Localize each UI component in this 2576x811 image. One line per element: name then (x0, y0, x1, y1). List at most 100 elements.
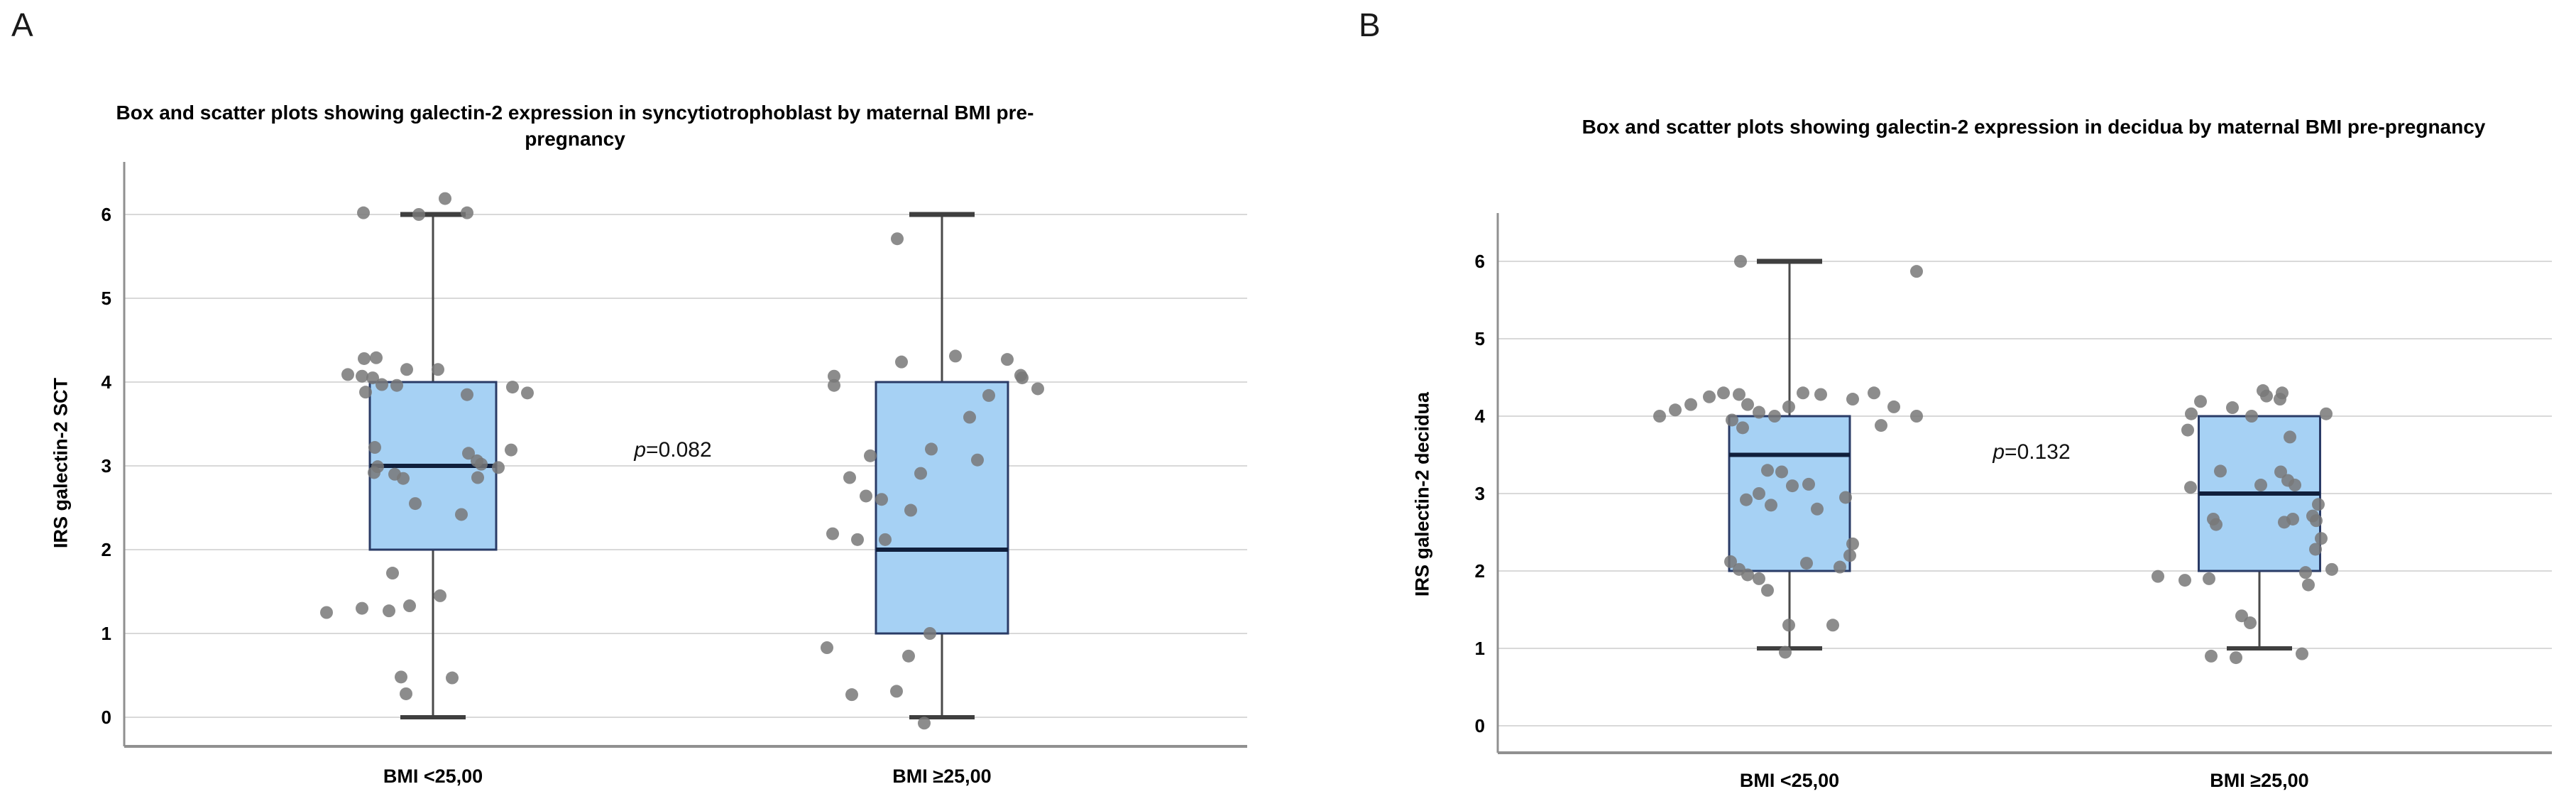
scatter-point (826, 527, 839, 540)
scatter-point (2226, 401, 2239, 415)
y-tick-label: 5 (1475, 328, 1485, 349)
y-tick-label: 2 (102, 539, 111, 560)
scatter-point (1802, 477, 1815, 491)
scatter-point (521, 386, 534, 400)
scatter-point (860, 489, 872, 503)
scatter-point (1839, 491, 1852, 504)
scatter-point (2205, 649, 2218, 663)
y-tick-label: 6 (1475, 251, 1485, 272)
scatter-point (1703, 390, 1716, 403)
scatter-point (400, 363, 413, 376)
scatter-point (2245, 410, 2258, 423)
scatter-point (890, 685, 903, 698)
x-category-label: BMI ≥25,00 (2210, 770, 2308, 791)
scatter-point (2235, 609, 2248, 623)
scatter-point (1761, 464, 1774, 477)
scatter-point (821, 641, 833, 655)
scatter-point (2312, 498, 2325, 511)
y-tick-label: 0 (1475, 715, 1485, 736)
y-tick-label: 1 (102, 623, 111, 644)
scatter-point (2320, 407, 2333, 420)
scatter-point (400, 687, 412, 700)
scatter-point (341, 368, 354, 381)
scatter-point (864, 449, 877, 462)
scatter-point (390, 379, 403, 392)
scatter-point (1868, 386, 1880, 400)
panel-b-letter: B (1359, 6, 1381, 43)
scatter-point (2274, 465, 2287, 479)
panel-b-title: Box and scatter plots showing galectin-2… (1523, 114, 2545, 140)
scatter-point (383, 604, 395, 618)
scatter-point (1717, 386, 1730, 400)
scatter-point (357, 206, 370, 219)
panel-a-title: Box and scatter plots showing galectin-2… (67, 99, 1083, 152)
scatter-point (2152, 570, 2164, 583)
scatter-point (1741, 398, 1754, 411)
panel-a-title-line1: Box and scatter plots showing galectin-2… (116, 102, 1034, 124)
scatter-point (397, 472, 410, 485)
scatter-point (1753, 405, 1765, 419)
scatter-point (879, 533, 892, 546)
scatter-point (1761, 584, 1774, 597)
scatter-point (1753, 572, 1765, 585)
scatter-point (2214, 464, 2227, 478)
scatter-point (403, 599, 416, 613)
scatter-point (1669, 403, 1682, 417)
scatter-point (2184, 481, 2197, 494)
scatter-point (2309, 543, 2322, 556)
scatter-point (409, 497, 422, 511)
scatter-point (1724, 555, 1737, 568)
scatter-point (1797, 386, 1809, 400)
scatter-point (1782, 619, 1795, 632)
scatter-point (1843, 549, 1856, 562)
scatter-point (2325, 562, 2338, 576)
scatter-point (376, 378, 388, 391)
scatter-point (1779, 646, 1792, 659)
scatter-point (949, 349, 962, 363)
scatter-point (2185, 407, 2198, 420)
scatter-point (902, 649, 915, 663)
scatter-point (1736, 421, 1749, 435)
scatter-point (446, 671, 459, 685)
scatter-point (2299, 566, 2312, 579)
scatter-point (1775, 465, 1788, 479)
scatter-point (2289, 479, 2301, 492)
y-tick-label: 4 (102, 371, 112, 393)
scatter-point (475, 457, 488, 471)
scatter-point (1786, 479, 1799, 493)
scatter-point (1001, 353, 1014, 366)
scatter-point (851, 533, 864, 546)
scatter-point (895, 355, 908, 369)
scatter-point (1811, 502, 1824, 516)
scatter-point (1887, 400, 1900, 413)
box (1728, 415, 1851, 572)
scatter-point (971, 453, 984, 467)
scatter-point (320, 606, 333, 619)
scatter-point (1800, 557, 1813, 570)
scatter-point (366, 371, 379, 385)
scatter-point (368, 441, 381, 455)
x-category-label: BMI <25,00 (1740, 770, 1839, 791)
y-tick-label: 3 (1475, 483, 1485, 504)
scatter-point (2257, 384, 2269, 398)
y-tick-label: 1 (1475, 638, 1485, 659)
scatter-point (461, 388, 473, 401)
scatter-point (914, 467, 927, 480)
x-category-label: BMI ≥25,00 (892, 766, 991, 787)
scatter-point (1653, 410, 1666, 423)
scatter-point (918, 717, 931, 730)
scatter-point (370, 351, 383, 364)
scatter-point (2181, 423, 2194, 437)
p-value-annotation: p=0.082 (633, 438, 711, 462)
box (875, 381, 1009, 635)
scatter-point (2194, 395, 2207, 408)
panel-b-title-line1: Box and scatter plots showing galectin-2… (1582, 116, 2486, 138)
scatter-point (1826, 619, 1839, 632)
scatter-point (1733, 388, 1745, 401)
scatter-point (462, 447, 475, 460)
scatter-point (1765, 499, 1777, 512)
scatter-point (2315, 532, 2328, 545)
y-tick-label: 4 (1475, 405, 1486, 427)
scatter-point (386, 567, 399, 580)
